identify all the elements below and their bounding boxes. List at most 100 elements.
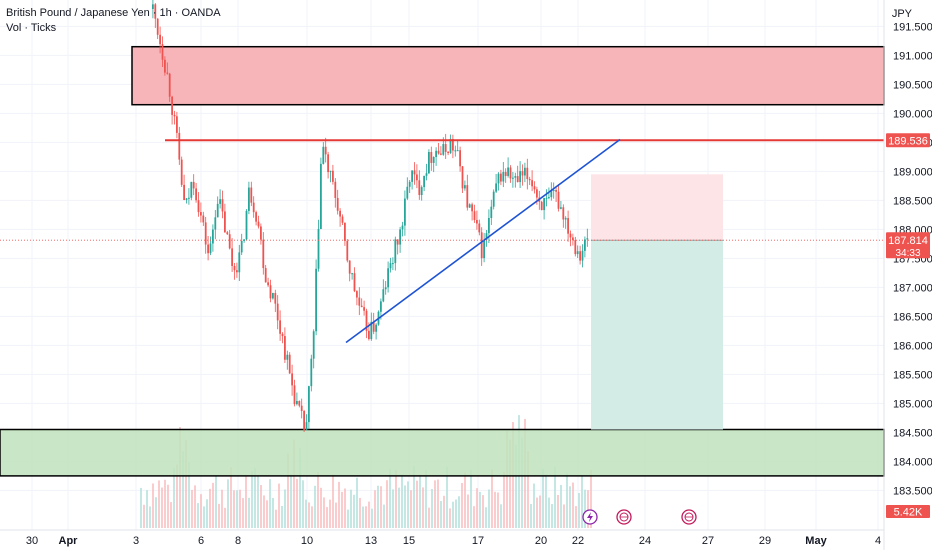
volume-bar: [338, 481, 340, 528]
candle-body: [185, 198, 188, 201]
zones[interactable]: [0, 45, 885, 477]
volume-bar: [509, 439, 511, 528]
candle-body: [188, 197, 190, 199]
candle-body: [528, 179, 531, 181]
volume-bar: [569, 486, 571, 528]
volume-bar: [167, 484, 169, 528]
volume-bar: [443, 495, 445, 528]
candle-body: [396, 239, 399, 245]
volume-bar: [431, 488, 433, 528]
candle-body: [233, 265, 236, 271]
candle-body: [171, 96, 173, 115]
candle-body: [423, 175, 425, 188]
candle-body: [572, 237, 574, 241]
ascending-trendline[interactable]: [345, 138, 621, 344]
volume-bar: [191, 489, 193, 528]
volume-bar: [548, 497, 550, 528]
symbol-title[interactable]: British Pound / Japanese Yen · 1h · OAND…: [6, 7, 221, 19]
candle-body: [356, 291, 358, 298]
candle-body: [509, 167, 512, 179]
volume-bar: [587, 490, 589, 528]
candle-body: [432, 157, 435, 163]
candle-body: [543, 197, 545, 211]
time-tick-label: 24: [639, 535, 651, 547]
candle-body: [552, 190, 555, 192]
time-tick-label: 22: [572, 535, 584, 547]
stop-loss-zone[interactable]: [591, 174, 723, 241]
candle-body: [168, 73, 171, 97]
volume-bar: [251, 471, 253, 528]
candle-body: [562, 207, 565, 220]
candle-body: [159, 34, 161, 45]
volume-value-tag-bg: [886, 505, 930, 518]
volume-bar: [263, 495, 265, 528]
candle-body: [550, 190, 553, 198]
volume-bar: [590, 470, 592, 528]
volume-bar: [308, 502, 310, 528]
candle-body: [152, 4, 154, 9]
candle-body: [166, 72, 169, 74]
candle-body: [274, 292, 277, 304]
candle-body: [488, 218, 490, 234]
candle-body: [216, 203, 219, 218]
candle-body: [507, 167, 509, 176]
candle-body: [567, 218, 569, 234]
candle-body: [207, 244, 209, 254]
volume-bar: [158, 480, 160, 528]
supply-zone-rect[interactable]: [131, 45, 885, 106]
candle-body: [329, 170, 332, 173]
take-profit-zone[interactable]: [591, 240, 723, 430]
candle-body: [584, 239, 586, 251]
economic-event-icon[interactable]: [681, 509, 697, 525]
candle-body: [305, 422, 308, 430]
candle-body: [440, 153, 442, 155]
drawings[interactable]: [0, 138, 884, 344]
volume-bar: [575, 506, 577, 528]
volume-bar: [440, 500, 442, 528]
volume-bar: [224, 507, 226, 528]
volume-bar: [155, 497, 157, 528]
volume-indicator-label[interactable]: Vol · Ticks: [6, 22, 57, 34]
volume-bar: [230, 467, 232, 528]
candle-body: [456, 150, 459, 152]
demand-zone-rect[interactable]: [0, 428, 885, 477]
candle-body: [322, 146, 325, 164]
candle-body: [200, 212, 202, 216]
chart-legend: British Pound / Japanese Yen · 1h · OAND…: [6, 6, 221, 36]
news-flash-icon[interactable]: [582, 509, 598, 525]
volume-bar: [521, 437, 523, 528]
candle-body: [293, 385, 296, 405]
volume-bar: [410, 490, 412, 528]
candle-body: [394, 239, 397, 264]
volume-bar: [302, 480, 304, 528]
candle-body: [197, 200, 200, 213]
volume-bar: [500, 504, 502, 528]
candle-body: [240, 240, 243, 253]
candle-body: [317, 228, 320, 269]
volume-bar: [488, 489, 490, 528]
candle-body: [382, 289, 385, 302]
volume-bar: [395, 470, 397, 528]
candle-body: [406, 186, 409, 199]
volume-bar: [335, 502, 337, 528]
volume-bar: [221, 489, 223, 528]
candle-body: [449, 139, 452, 154]
economic-event-icon[interactable]: [616, 509, 632, 525]
lightning-icon[interactable]: [587, 512, 593, 522]
candle-body: [444, 144, 447, 152]
candle-body: [452, 139, 454, 151]
volume-bar: [503, 471, 505, 528]
candle-body: [192, 181, 195, 189]
candles: [152, 0, 589, 432]
event-icons[interactable]: [582, 509, 697, 525]
candle-body: [308, 386, 310, 423]
candle-body: [310, 358, 313, 387]
candle-body: [512, 177, 514, 179]
current-price-tag-bg: [886, 232, 930, 259]
volume-bar: [386, 480, 388, 528]
volume-bar: [368, 501, 370, 528]
candle-body: [428, 151, 430, 174]
